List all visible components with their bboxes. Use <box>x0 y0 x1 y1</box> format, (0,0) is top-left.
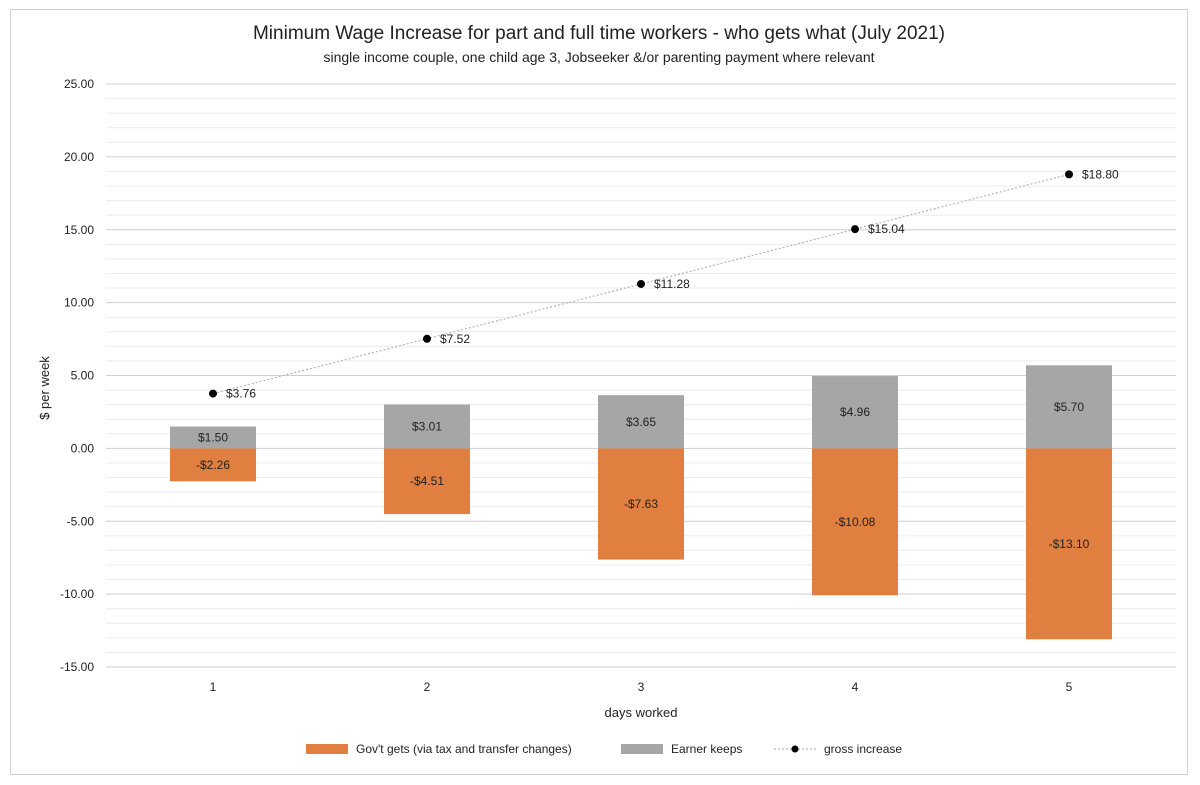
legend-label-3: gross increase <box>824 742 902 756</box>
earner-keeps-label-3: $3.65 <box>626 415 656 429</box>
earner-keeps-bar-5 <box>1026 365 1112 449</box>
y-tick-label: 10.00 <box>64 296 94 310</box>
earner-keeps-bar-1 <box>170 426 256 449</box>
x-tick-label: 4 <box>852 680 859 694</box>
earner-keeps-bar-4 <box>812 376 898 449</box>
govt-gets-bar-1 <box>170 448 256 482</box>
legend-label-2: Earner keeps <box>671 742 742 756</box>
y-tick-label: -15.00 <box>60 660 94 674</box>
chart-title: Minimum Wage Increase for part and full … <box>253 23 945 44</box>
y-axis-ticks: 25.00 20.00 15.00 10.00 5.00 0.00 -5.00 -10.00 -… <box>60 77 94 674</box>
chart-subtitle: single income couple, one child age 3, J… <box>324 49 875 65</box>
y-tick-label: 15.00 <box>64 223 94 237</box>
bars <box>170 365 1112 640</box>
gross-increase-label-2: $7.52 <box>440 332 470 346</box>
gross-increase-label-4: $15.04 <box>868 222 905 236</box>
govt-gets-bar-4 <box>812 448 898 596</box>
govt-gets-bar-2 <box>384 448 470 515</box>
chart-frame: Minimum Wage Increase for part and full … <box>10 9 1188 775</box>
earner-keeps-label-2: $3.01 <box>412 419 442 433</box>
y-axis-label: $ per week <box>37 356 52 420</box>
legend-marker-3 <box>791 745 799 753</box>
gross-increase-label-5: $18.80 <box>1082 167 1119 181</box>
govt-gets-label-3: -$7.63 <box>624 497 658 511</box>
govt-gets-label-5: -$13.10 <box>1049 537 1090 551</box>
x-axis-label: days worked <box>605 705 678 720</box>
y-tick-label: -5.00 <box>67 514 95 528</box>
y-tick-label: 25.00 <box>64 77 94 91</box>
x-axis-ticks: 1 2 3 4 5 <box>210 680 1073 694</box>
earner-keeps-bar-3 <box>598 395 684 449</box>
x-tick-label: 1 <box>210 680 217 694</box>
y-tick-label: 5.00 <box>71 369 95 383</box>
gross-increase-point-4 <box>851 225 859 234</box>
govt-gets-bar-3 <box>598 448 684 560</box>
govt-gets-label-2: -$4.51 <box>410 474 444 488</box>
gross-increase-line <box>209 170 1073 398</box>
y-tick-label: 20.00 <box>64 150 94 164</box>
govt-gets-label-4: -$10.08 <box>835 515 876 529</box>
gross-increase-label-3: $11.28 <box>654 277 690 291</box>
earner-keeps-bar-2 <box>384 404 470 449</box>
gross-increase-point-1 <box>209 389 217 398</box>
legend-swatch-1 <box>306 744 348 754</box>
x-tick-label: 5 <box>1066 680 1073 694</box>
y-tick-label: 0.00 <box>71 441 95 455</box>
gross-increase-label-1: $3.76 <box>226 387 256 401</box>
legend-label-1: Gov't gets (via tax and transfer changes… <box>356 742 572 756</box>
y-tick-label: -10.00 <box>60 587 94 601</box>
legend: Gov't gets (via tax and transfer changes… <box>306 742 902 756</box>
earner-keeps-label-1: $1.50 <box>198 430 228 444</box>
earner-keeps-label-4: $4.96 <box>840 405 870 419</box>
gross-increase-point-2 <box>423 334 431 343</box>
chart: Minimum Wage Increase for part and full … <box>37 23 1176 756</box>
x-tick-label: 3 <box>638 680 645 694</box>
legend-swatch-2 <box>621 744 663 754</box>
earner-keeps-label-5: $5.70 <box>1054 400 1084 414</box>
gross-increase-point-3 <box>637 279 645 288</box>
govt-gets-bar-5 <box>1026 448 1112 640</box>
data-labels: -$2.26 -$4.51 -$7.63 -$10.08 -$13.10 $1.50 $3.… <box>196 167 1119 550</box>
govt-gets-label-1: -$2.26 <box>196 458 230 472</box>
gridlines <box>106 83 1176 668</box>
gross-increase-point-5 <box>1065 170 1073 179</box>
x-tick-label: 2 <box>424 680 431 694</box>
